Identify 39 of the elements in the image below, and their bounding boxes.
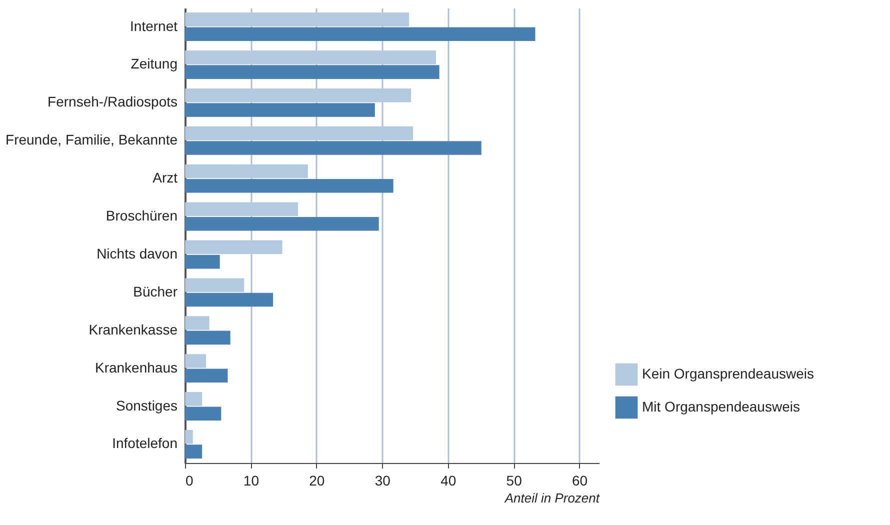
legend-label: Mit Organspendeausweis [642, 398, 800, 414]
y-tick-label: Infotelefon [112, 435, 178, 452]
x-tick-label: 60 [572, 472, 588, 488]
bar [185, 292, 274, 307]
bar [185, 430, 193, 444]
bar [185, 406, 222, 420]
bar [185, 254, 220, 269]
bar [185, 103, 375, 117]
x-tick-label: 50 [506, 472, 522, 488]
legend-label: Kein Organsprendeausweis [642, 366, 814, 382]
y-tick-label: Krankenhaus [94, 359, 178, 376]
bar [185, 368, 228, 383]
y-tick-label: Freunde, Familie, Bekannte [6, 132, 178, 148]
bar [185, 330, 230, 345]
y-tick-label: Krankenkasse [88, 321, 178, 338]
y-tick-label: Broschüren [106, 208, 178, 224]
x-tick-label: 10 [243, 472, 260, 488]
y-tick-label: Arzt [152, 170, 178, 186]
y-tick-label: Fernseh-/Radiospots [48, 94, 178, 110]
x-tick-label: 30 [374, 472, 391, 488]
y-tick-label: Internet [130, 18, 178, 34]
bar [185, 444, 202, 458]
x-tick-label: 0 [186, 472, 194, 488]
bar [185, 278, 244, 292]
bar [185, 65, 440, 79]
bar [185, 216, 379, 231]
bar [185, 316, 210, 330]
y-tick-label: Sonstiges [116, 397, 178, 414]
x-axis-title: Anteil in Prozent [504, 490, 601, 506]
y-tick-label: Zeitung [130, 56, 178, 72]
bar [185, 179, 394, 193]
y-tick-label: Bücher [133, 283, 178, 300]
bar [185, 392, 202, 406]
x-tick-label: 40 [440, 472, 456, 488]
y-tick-label: Nichts davon [96, 245, 178, 262]
bar [185, 27, 536, 42]
bar [185, 141, 482, 155]
x-tick-label: 20 [309, 472, 325, 488]
bar [185, 354, 206, 368]
